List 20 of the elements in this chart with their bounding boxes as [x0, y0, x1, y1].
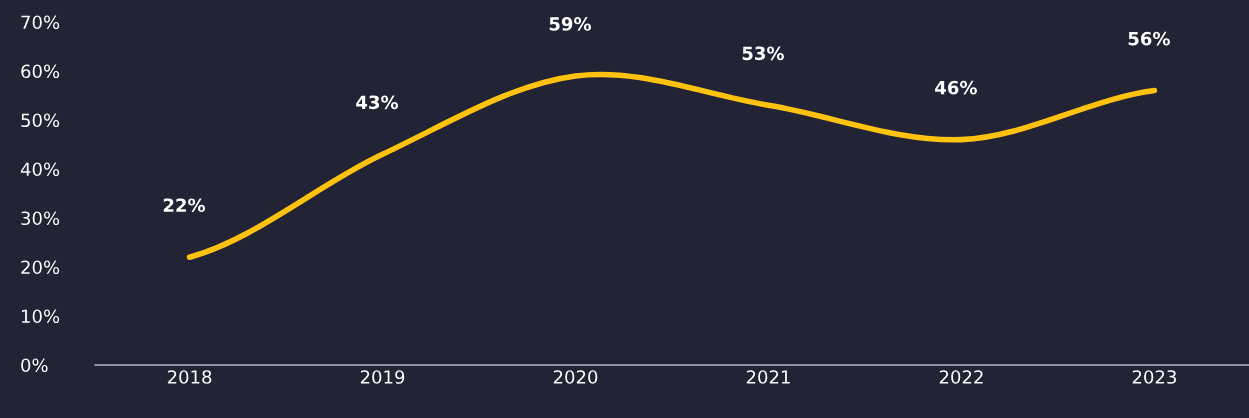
- x-tick-label: 2020: [553, 370, 598, 384]
- text: 43%: [356, 95, 399, 110]
- y-tick-label: 50%: [21, 113, 60, 128]
- y-tick-label: 60%: [21, 64, 60, 79]
- x-tick-label: 2023: [1132, 370, 1176, 384]
- y-tick-label: 70%: [21, 15, 60, 30]
- text: 22%: [163, 198, 206, 213]
- y-tick-label: 0%: [21, 358, 48, 373]
- x-tick-label: 2019: [360, 370, 405, 384]
- y-tick-label: 10%: [21, 309, 60, 324]
- text: 46%: [935, 80, 977, 95]
- x-tick-label: 2022: [939, 370, 983, 384]
- x-tick-label: 2021: [746, 370, 790, 384]
- y-tick-label: 30%: [21, 211, 60, 226]
- x-tick-label: 2018: [167, 370, 212, 384]
- text: 59%: [549, 17, 591, 31]
- y-tick-label: 20%: [21, 260, 60, 275]
- y-tick-label: 40%: [20, 162, 60, 177]
- text: 56%: [1128, 31, 1170, 46]
- text: 53%: [742, 46, 784, 61]
